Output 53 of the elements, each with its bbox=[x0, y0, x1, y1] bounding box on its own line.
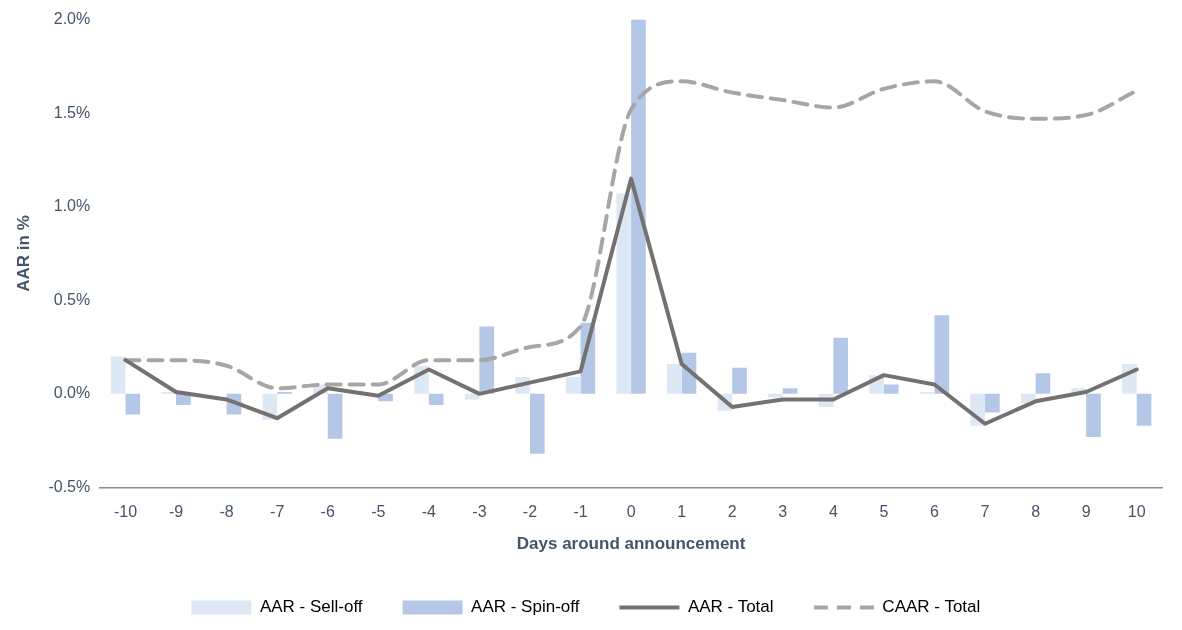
x-tick-label: -4 bbox=[421, 503, 437, 521]
bar bbox=[833, 337, 849, 394]
legend-label: AAR - Spin-off bbox=[471, 597, 580, 617]
x-tick-label: 1 bbox=[677, 503, 687, 521]
y-tick-label: -0.5% bbox=[48, 477, 91, 495]
x-tick-label: 8 bbox=[1031, 503, 1041, 521]
bar bbox=[883, 384, 899, 394]
bar bbox=[732, 367, 747, 394]
x-tick-label: 0 bbox=[626, 503, 636, 521]
legend-label: AAR - Total bbox=[687, 597, 774, 617]
bar bbox=[934, 315, 950, 394]
bar bbox=[985, 393, 1000, 413]
y-tick-label: 1.0% bbox=[53, 197, 91, 215]
x-tick-label: -7 bbox=[270, 503, 285, 521]
x-tick-label: -5 bbox=[371, 503, 386, 521]
bar bbox=[529, 393, 545, 454]
x-tick-label: -2 bbox=[522, 503, 538, 521]
x-tick-label: 2 bbox=[727, 503, 737, 521]
y-tick-label: 2.0% bbox=[53, 10, 91, 28]
bar bbox=[667, 363, 682, 394]
y-axis-title: AAR in % bbox=[13, 215, 33, 292]
bar bbox=[176, 393, 191, 406]
bar bbox=[616, 193, 632, 394]
x-tick-label: 4 bbox=[828, 503, 838, 521]
y-tick-label: 1.5% bbox=[53, 103, 91, 121]
x-tick-label: -3 bbox=[472, 503, 487, 521]
x-tick-label: 6 bbox=[930, 503, 940, 521]
x-tick-label: 9 bbox=[1081, 503, 1091, 521]
bar bbox=[125, 393, 141, 415]
bar bbox=[327, 393, 343, 439]
legend-label: CAAR - Total bbox=[882, 597, 981, 617]
bar bbox=[631, 19, 646, 394]
x-tick-label: -1 bbox=[573, 503, 588, 521]
bar bbox=[768, 393, 783, 398]
x-tick-label: 5 bbox=[879, 503, 889, 521]
bar bbox=[1136, 393, 1152, 426]
x-tick-label: 3 bbox=[778, 503, 788, 521]
legend-label: AAR - Sell-off bbox=[259, 597, 363, 617]
x-tick-label: 10 bbox=[1127, 503, 1146, 521]
bar bbox=[782, 388, 798, 394]
bar bbox=[428, 393, 444, 406]
y-tick-label: 0.5% bbox=[53, 290, 91, 308]
bar bbox=[110, 356, 126, 394]
x-tick-label: -8 bbox=[219, 503, 234, 521]
x-tick-label: -6 bbox=[320, 503, 335, 521]
bar bbox=[565, 377, 581, 394]
bar bbox=[1035, 373, 1051, 394]
bar bbox=[1086, 393, 1101, 437]
x-tick-label: -9 bbox=[168, 503, 184, 521]
y-tick-label: 0.0% bbox=[53, 384, 91, 402]
x-axis-title: Days around announcement bbox=[516, 534, 746, 554]
x-tick-label: 7 bbox=[980, 503, 990, 521]
x-tick-label: -10 bbox=[113, 503, 138, 521]
